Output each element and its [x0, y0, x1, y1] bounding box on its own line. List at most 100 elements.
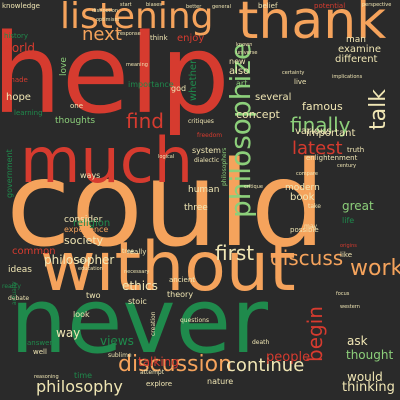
- word-may: may: [304, 223, 318, 230]
- word-consider: consider: [64, 215, 103, 225]
- word-art: art: [236, 79, 247, 88]
- word-logical: logical: [158, 154, 174, 160]
- word-attempt: attempt: [140, 369, 165, 376]
- word-think: think: [150, 34, 169, 42]
- word-live: live: [294, 78, 306, 86]
- word-never: never: [10, 269, 268, 374]
- word-like: like: [340, 251, 352, 259]
- word-people: people: [266, 350, 310, 365]
- word-finally: finally: [290, 113, 351, 137]
- word-views: views: [100, 334, 134, 348]
- word-questions: questions: [180, 317, 209, 324]
- word-whether: whether: [188, 59, 199, 101]
- word-reasoning: reasoning: [34, 374, 59, 380]
- word-enlightenment: enlightenment: [306, 154, 358, 162]
- word-one: one: [70, 102, 83, 110]
- word-perspective: perspective: [362, 2, 391, 8]
- word-universe: universe: [236, 50, 258, 56]
- word-ancient: ancient: [169, 276, 195, 284]
- word-history: history: [4, 32, 28, 40]
- word-system: system: [192, 146, 221, 155]
- word-help: help: [0, 10, 230, 138]
- word-explore: explore: [146, 380, 172, 388]
- word-listening: listening: [60, 0, 214, 37]
- word-life: life: [342, 216, 354, 225]
- word-potential: potential: [314, 2, 345, 10]
- word-look: look: [73, 310, 90, 319]
- word-time: time: [74, 371, 92, 380]
- word-philosophy: philosophy: [36, 377, 123, 396]
- word-next: next: [82, 24, 122, 45]
- word-made: made: [8, 76, 28, 84]
- word-various: various: [295, 126, 332, 137]
- word-century: century: [337, 163, 356, 169]
- word-philosophize: philosophize: [224, 43, 257, 218]
- word-western: western: [340, 304, 360, 310]
- word-implications: implications: [332, 74, 363, 80]
- word-different: different: [335, 54, 378, 65]
- word-critique: critique: [244, 184, 263, 190]
- word-ask: ask: [347, 334, 368, 348]
- word-discuss: discuss: [270, 246, 343, 270]
- word-theory: theory: [167, 290, 193, 299]
- word-critiques: critiques: [188, 118, 214, 125]
- word-ways: ways: [80, 171, 100, 180]
- word-biases: biases: [146, 2, 162, 8]
- word-famous: famous: [302, 100, 343, 113]
- word-reality: reality: [2, 283, 21, 290]
- word-book: book: [290, 192, 315, 203]
- word-knowledge: knowledge: [2, 2, 40, 10]
- word-meaning: meaning: [126, 62, 148, 68]
- word-ideas: ideas: [8, 265, 32, 275]
- word-several: several: [255, 92, 291, 103]
- word-love: love: [59, 57, 69, 76]
- word-thoughts: thoughts: [55, 116, 95, 126]
- word-talk: talk: [366, 89, 391, 130]
- word-two: two: [86, 291, 101, 300]
- word-examine: examine: [338, 44, 381, 55]
- word-start: start: [120, 2, 132, 8]
- word-education: education: [78, 266, 103, 272]
- word-take: take: [308, 203, 321, 210]
- word-dialectic: dialectic: [194, 157, 219, 164]
- word-focus: focus: [336, 291, 350, 297]
- word-thought: thought: [346, 348, 393, 362]
- word-continue: continue: [226, 355, 304, 376]
- word-sublime: sublime: [108, 352, 132, 359]
- word-thinking: thinking: [342, 380, 395, 395]
- word-discussion: discussion: [118, 352, 232, 377]
- word-important: important: [306, 128, 355, 139]
- word-possible: possible: [290, 226, 319, 234]
- word-three: three: [184, 203, 208, 213]
- word-without: without: [40, 228, 296, 307]
- word-modern: modern: [285, 183, 320, 193]
- word-certainty: certainty: [282, 70, 304, 76]
- word-talking: talking: [138, 355, 179, 369]
- word-much: much: [20, 124, 193, 197]
- word-philosophers: philosophers: [221, 148, 228, 186]
- word-stoic: stoic: [128, 297, 147, 306]
- word-hope: hope: [6, 92, 31, 103]
- word-god: god: [171, 84, 186, 93]
- word-latest: latest: [292, 138, 343, 159]
- word-answer: answer: [27, 339, 52, 347]
- word-compare: compare: [296, 171, 318, 177]
- word-thank: thank: [238, 0, 386, 51]
- word-good: good: [78, 258, 90, 264]
- word-begin: begin: [303, 306, 327, 362]
- word-truth: truth: [347, 146, 364, 154]
- word-way: way: [56, 326, 80, 340]
- word-death: death: [252, 339, 270, 346]
- word-work: work: [350, 256, 400, 281]
- word-would: would: [347, 370, 383, 384]
- word-tree: tree: [122, 248, 134, 255]
- word-actually: actually: [11, 281, 18, 305]
- word-common: common: [12, 246, 56, 257]
- word-great: great: [342, 199, 374, 213]
- word-belief: belief: [258, 2, 278, 10]
- word-importance: importance: [128, 80, 174, 89]
- word-human: human: [188, 185, 219, 195]
- word-known: known: [236, 42, 252, 48]
